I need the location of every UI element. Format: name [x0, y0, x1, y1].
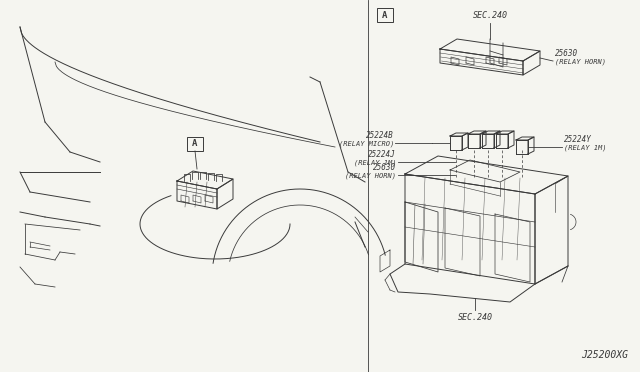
- Text: J25200XG: J25200XG: [581, 350, 628, 360]
- Text: 25224B: 25224B: [366, 131, 394, 140]
- Bar: [187, 137, 203, 151]
- Bar: [377, 8, 393, 22]
- Text: 25224Y: 25224Y: [564, 135, 592, 144]
- Text: SEC.240: SEC.240: [472, 11, 508, 20]
- Text: A: A: [382, 10, 388, 19]
- Text: 25224J: 25224J: [368, 150, 396, 159]
- Text: (RELAY HORN): (RELAY HORN): [345, 173, 396, 179]
- Text: (RELAY HORN): (RELAY HORN): [555, 58, 606, 65]
- Text: 25630: 25630: [555, 49, 578, 58]
- Text: (RELAY 1M): (RELAY 1M): [564, 144, 607, 151]
- Text: A: A: [192, 140, 198, 148]
- Text: (RELAY MICRO): (RELAY MICRO): [339, 141, 394, 147]
- Text: SEC.240: SEC.240: [458, 313, 493, 322]
- Text: (RELAY 1M): (RELAY 1M): [353, 160, 396, 166]
- Text: 25630: 25630: [373, 163, 396, 172]
